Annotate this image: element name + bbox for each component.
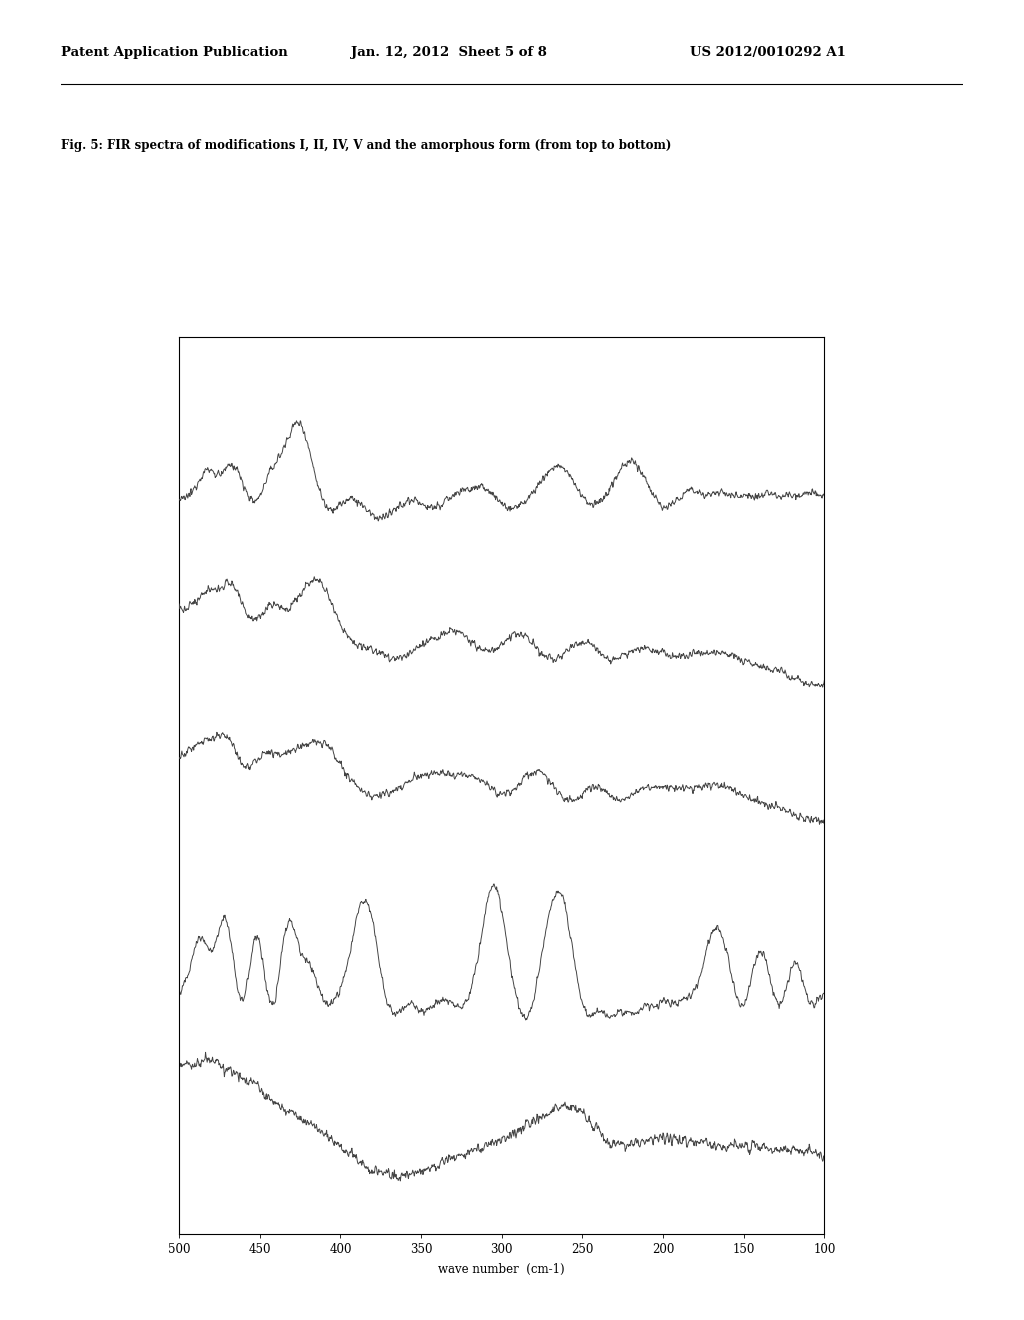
Text: Fig. 5: FIR spectra of modifications I, II, IV, V and the amorphous form (from t: Fig. 5: FIR spectra of modifications I, …	[61, 139, 672, 152]
Text: Patent Application Publication: Patent Application Publication	[61, 46, 288, 59]
X-axis label: wave number  (cm-1): wave number (cm-1)	[438, 1263, 565, 1276]
Text: US 2012/0010292 A1: US 2012/0010292 A1	[689, 46, 846, 59]
Text: Jan. 12, 2012  Sheet 5 of 8: Jan. 12, 2012 Sheet 5 of 8	[351, 46, 547, 59]
